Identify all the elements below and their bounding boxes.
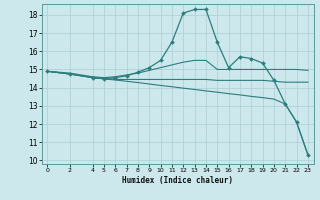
X-axis label: Humidex (Indice chaleur): Humidex (Indice chaleur) — [122, 176, 233, 185]
